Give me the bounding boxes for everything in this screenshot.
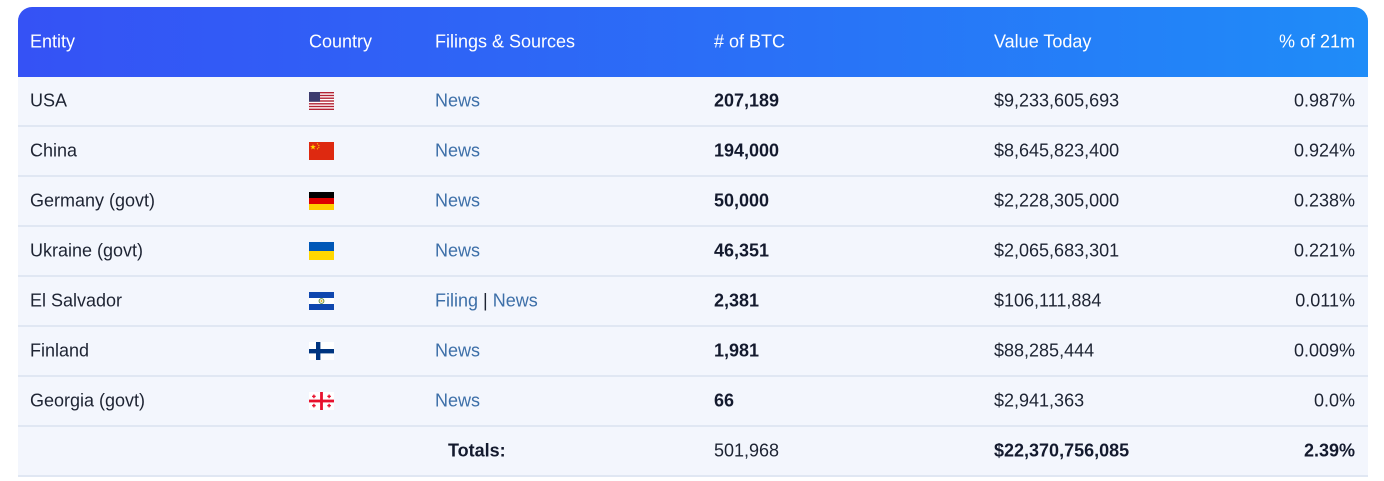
btc-holdings-table: Entity Country Filings & Sources # of BT…	[18, 7, 1368, 477]
value-today: $88,285,444	[994, 340, 1095, 361]
table-row: Finland News 1,981 $88,285,444 0.009%	[18, 327, 1368, 377]
header-btc[interactable]: # of BTC	[714, 31, 786, 52]
totals-label: Totals:	[448, 440, 506, 461]
sources-cell: News	[435, 191, 480, 212]
btc-amount: 194,000	[714, 140, 780, 161]
pct-of-21m: 0.987%	[1293, 90, 1355, 111]
ge-flag-icon	[309, 392, 334, 410]
sv-flag-icon	[309, 292, 334, 310]
totals-row: Totals: 501,968 $22,370,756,085 2.39%	[18, 427, 1368, 477]
ua-flag-icon	[309, 242, 334, 260]
entity-name: Georgia (govt)	[30, 390, 146, 411]
table-row: El Salvador Filing | News 2,381 $106,111…	[18, 277, 1368, 327]
news-link[interactable]: News	[435, 190, 481, 211]
value-today: $2,941,363	[994, 390, 1085, 411]
btc-amount: 207,189	[714, 90, 780, 111]
sources-cell: Filing | News	[435, 291, 538, 312]
news-link[interactable]: News	[492, 290, 538, 311]
value-today: $8,645,823,400	[994, 140, 1120, 161]
header-sources: Filings & Sources	[435, 31, 576, 52]
entity-name: China	[30, 140, 78, 161]
cn-flag-icon	[309, 142, 334, 160]
value-today: $2,228,305,000	[994, 190, 1120, 211]
news-link[interactable]: News	[435, 240, 481, 261]
filing-link[interactable]: Filing	[435, 290, 479, 311]
pct-of-21m: 0.924%	[1293, 140, 1355, 161]
value-today: $106,111,884	[994, 290, 1102, 311]
table-row: Georgia (govt) News 66 $2,941,363 0.0%	[18, 377, 1368, 427]
table-row: Ukraine (govt) News 46,351 $2,065,683,30…	[18, 227, 1368, 277]
news-link[interactable]: News	[435, 390, 481, 411]
btc-amount: 1,981	[714, 340, 760, 361]
sources-cell: News	[435, 91, 480, 112]
sources-cell: News	[435, 241, 480, 262]
header-value[interactable]: Value Today	[994, 31, 1092, 52]
us-flag-icon	[309, 92, 334, 110]
pct-of-21m: 0.011%	[1295, 290, 1355, 311]
table-row: China News 194,000 $8,645,823,400 0.924%	[18, 127, 1368, 177]
pct-of-21m: 0.238%	[1293, 190, 1355, 211]
entity-name: Ukraine (govt)	[30, 240, 144, 261]
btc-amount: 50,000	[714, 190, 770, 211]
entity-name: El Salvador	[30, 290, 123, 311]
sources-cell: News	[435, 341, 480, 362]
link-separator: |	[483, 290, 488, 311]
news-link[interactable]: News	[435, 340, 481, 361]
entity-name: USA	[30, 90, 68, 111]
pct-of-21m: 0.009%	[1293, 340, 1355, 361]
header-entity[interactable]: Entity	[30, 31, 76, 52]
total-value: $22,370,756,085	[994, 440, 1130, 461]
header-country[interactable]: Country	[309, 31, 373, 52]
sources-cell: News	[435, 141, 480, 162]
table-row: Germany (govt) News 50,000 $2,228,305,00…	[18, 177, 1368, 227]
total-pct: 2.39%	[1303, 440, 1355, 461]
table-row: USA News 207,189 $9,233,605,693 0.987%	[18, 77, 1368, 127]
value-today: $9,233,605,693	[994, 90, 1120, 111]
btc-amount: 46,351	[714, 240, 770, 261]
news-link[interactable]: News	[435, 140, 481, 161]
table-header: Entity Country Filings & Sources # of BT…	[18, 7, 1368, 77]
value-today: $2,065,683,301	[994, 240, 1120, 261]
fi-flag-icon	[309, 342, 334, 360]
sources-cell: News	[435, 391, 480, 412]
btc-amount: 66	[714, 390, 735, 411]
de-flag-icon	[309, 192, 334, 210]
total-btc: 501,968	[714, 440, 780, 461]
header-pct[interactable]: % of 21m	[1278, 31, 1355, 52]
pct-of-21m: 0.0%	[1313, 390, 1355, 411]
entity-name: Finland	[30, 340, 90, 361]
pct-of-21m: 0.221%	[1293, 240, 1355, 261]
entity-name: Germany (govt)	[30, 190, 156, 211]
news-link[interactable]: News	[435, 90, 481, 111]
btc-amount: 2,381	[714, 290, 760, 311]
